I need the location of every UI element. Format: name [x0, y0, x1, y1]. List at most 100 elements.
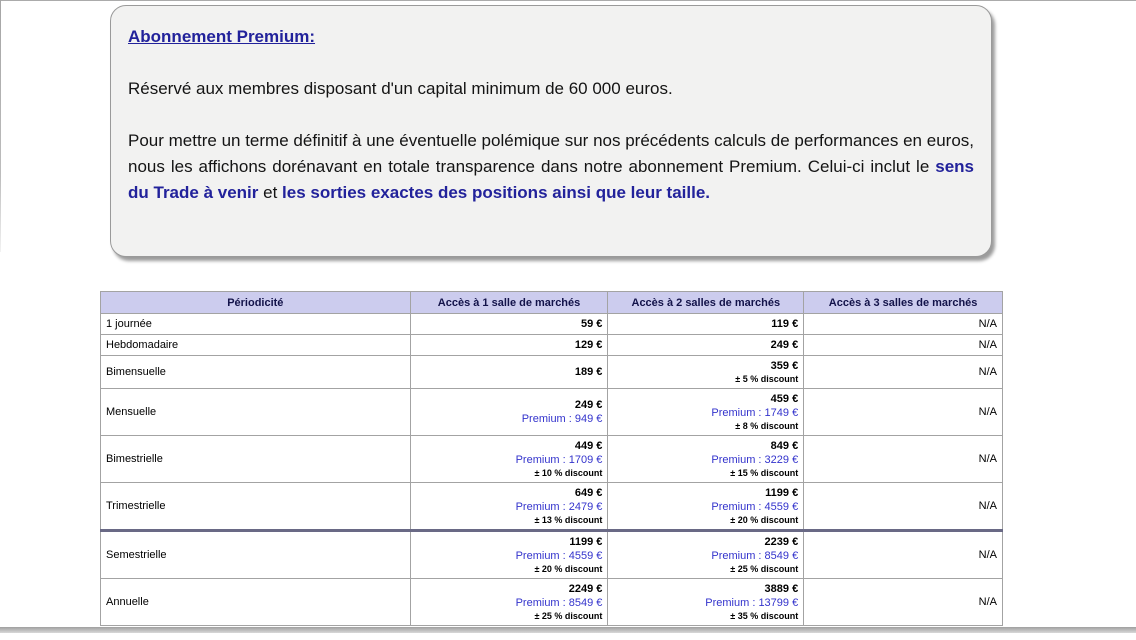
price-cell: N/A [803, 388, 1003, 436]
price-cell: 2239 € Premium : 8549 € ± 25 % discount [607, 529, 805, 579]
price-value: 59 € [581, 318, 603, 330]
discount-note: ± 15 % discount [730, 468, 799, 478]
period-cell: Mensuelle [100, 388, 411, 436]
price-value: 459 € [770, 393, 799, 405]
price-cell: N/A [803, 435, 1003, 483]
table-row: Annuelle 2249 € Premium : 8549 € ± 25 % dis… [100, 578, 1003, 626]
table-row: 1 journée 59 € 119 € N/A [100, 313, 1003, 335]
discount-note: ± 10 % discount [534, 468, 603, 478]
price-value: 249 € [574, 399, 603, 411]
premium-price: Premium : 4559 € [711, 501, 799, 513]
price-cell: N/A [803, 578, 1003, 626]
price-cell: N/A [803, 334, 1003, 356]
frame-left-border [0, 0, 1, 252]
price-cell: 2249 € Premium : 8549 € ± 25 % discount [409, 578, 609, 626]
paragraph-text: et [258, 183, 283, 202]
column-header-periodicite: Périodicité [100, 291, 411, 314]
price-cell: 249 € [607, 334, 805, 356]
price-cell: 1199 € Premium : 4559 € ± 20 % discount [409, 529, 609, 579]
discount-note: ± 25 % discount [534, 611, 603, 621]
period-cell: Annuelle [100, 578, 411, 626]
price-value: 119 € [771, 318, 799, 330]
not-available-value: N/A [978, 406, 997, 418]
premium-bold-highlight: les sorties exactes des positions ainsi … [282, 183, 711, 202]
price-value: 1199 € [765, 487, 799, 499]
not-available-value: N/A [978, 318, 997, 330]
not-available-value: N/A [978, 339, 997, 351]
price-cell: 119 € [607, 313, 805, 335]
not-available-value: N/A [978, 453, 997, 465]
premium-price: Premium : 949 € [521, 413, 603, 425]
discount-note: ± 35 % discount [730, 611, 799, 621]
discount-note: ± 13 % discount [534, 515, 603, 525]
price-value: 1199 € [569, 536, 603, 548]
price-value: 449 € [574, 440, 603, 452]
period-cell: Trimestrielle [100, 482, 411, 531]
bottom-frame-divider [0, 627, 1136, 633]
price-cell: 3889 € Premium : 13799 € ± 35 % discount [607, 578, 805, 626]
price-value: 2249 € [568, 583, 603, 595]
price-cell: N/A [803, 313, 1003, 335]
price-cell: 849 € Premium : 3229 € ± 15 % discount [607, 435, 805, 483]
price-value: 2239 € [764, 536, 799, 548]
price-cell: 59 € [409, 313, 609, 335]
price-cell: N/A [803, 355, 1003, 389]
period-cell: Semestrielle [100, 529, 411, 579]
price-value: 189 € [574, 366, 603, 378]
premium-price: Premium : 8549 € [515, 597, 603, 609]
table-row: Semestrielle 1199 € Premium : 4559 € ± 20 %… [100, 529, 1003, 579]
column-header-3-salles: Accès à 3 salles de marchés [803, 291, 1003, 314]
price-cell: 449 € Premium : 1709 € ± 10 % discount [409, 435, 609, 483]
table-row: Mensuelle 249 € Premium : 949 € 459 € Premiu… [100, 388, 1003, 436]
premium-info-box: Abonnement Premium: Réservé aux membres … [110, 5, 992, 257]
premium-price: Premium : 8549 € [711, 550, 799, 562]
price-cell: 359 € ± 5 % discount [607, 355, 805, 389]
premium-price: Premium : 2479 € [515, 501, 603, 513]
period-cell: Hebdomadaire [100, 334, 411, 356]
premium-price: Premium : 13799 € [705, 597, 799, 609]
pricing-table-header: Périodicité Accès à 1 salle de marchés A… [100, 291, 1003, 314]
period-cell: Bimensuelle [100, 355, 411, 389]
price-cell: 459 € Premium : 1749 € ± 8 % discount [607, 388, 805, 436]
premium-box-paragraph-transparency: Pour mettre un terme définitif à une éve… [128, 128, 974, 206]
period-cell: 1 journée [100, 313, 411, 335]
price-value: 359 € [770, 360, 799, 372]
table-row: Hebdomadaire 129 € 249 € N/A [100, 334, 1003, 356]
price-value: 649 € [574, 487, 603, 499]
discount-note: ± 20 % discount [730, 515, 799, 525]
premium-box-title: Abonnement Premium: [128, 27, 316, 46]
discount-note: ± 25 % discount [730, 564, 799, 574]
pricing-table-body: 1 journée 59 € 119 € N/A Hebdomadaire 129 € 24… [100, 313, 1003, 626]
price-value: 129 € [574, 339, 603, 351]
discount-note: ± 5 % discount [735, 374, 799, 384]
price-value: 249 € [770, 339, 799, 351]
table-row: Trimestrielle 649 € Premium : 2479 € ± 13 %… [100, 482, 1003, 531]
price-cell: 249 € Premium : 949 € [409, 388, 609, 436]
pricing-table: Périodicité Accès à 1 salle de marchés A… [100, 291, 1003, 626]
not-available-value: N/A [978, 549, 997, 561]
discount-note: ± 8 % discount [735, 421, 799, 431]
price-cell: N/A [803, 482, 1003, 531]
premium-price: Premium : 4559 € [515, 550, 603, 562]
table-row: Bimensuelle 189 € 359 € ± 5 % discount N/A [100, 355, 1003, 389]
column-header-2-salles: Accès à 2 salles de marchés [607, 291, 805, 314]
price-cell: 129 € [409, 334, 609, 356]
paragraph-text: Pour mettre un terme définitif à une éve… [128, 131, 974, 176]
premium-price: Premium : 1709 € [515, 454, 603, 466]
price-cell: 1199 € Premium : 4559 € ± 20 % discount [607, 482, 805, 531]
discount-note: ± 20 % discount [534, 564, 603, 574]
period-cell: Bimestrielle [100, 435, 411, 483]
price-cell: 189 € [409, 355, 609, 389]
frame-top-border [0, 0, 1136, 1]
premium-box-paragraph-capital: Réservé aux membres disposant d'un capit… [128, 79, 673, 98]
price-value: 3889 € [764, 583, 799, 595]
premium-price: Premium : 3229 € [711, 454, 799, 466]
table-row: Bimestrielle 449 € Premium : 1709 € ± 10 % … [100, 435, 1003, 483]
premium-price: Premium : 1749 € [711, 407, 799, 419]
premium-bold-highlight: sens du Trade à venir [128, 157, 974, 202]
price-cell: N/A [803, 529, 1003, 579]
column-header-1-salle: Accès à 1 salle de marchés [409, 291, 609, 314]
price-cell: 649 € Premium : 2479 € ± 13 % discount [409, 482, 609, 531]
price-value: 849 € [770, 440, 799, 452]
not-available-value: N/A [978, 500, 997, 512]
